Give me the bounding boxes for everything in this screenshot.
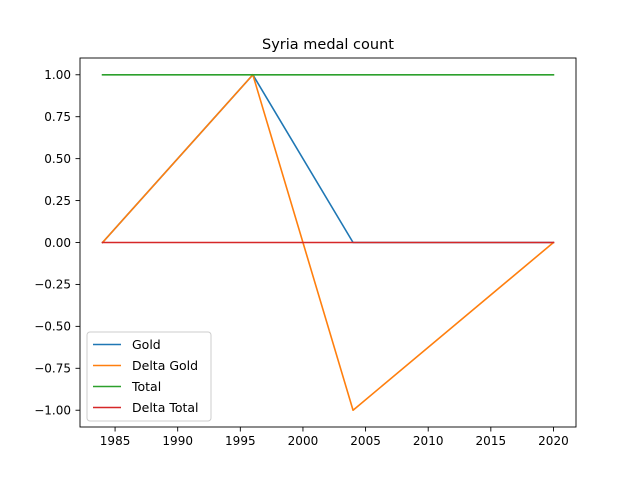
- x-tick-label: 2015: [476, 434, 507, 448]
- axes-layer: 1985 1990 1995 2000 2005 2010 2015 2020 1.00 0.75…: [34, 57, 577, 448]
- series-layer: [101, 73, 555, 412]
- legend-label-delta-gold: Delta Gold: [132, 358, 198, 373]
- legend: Gold Delta Gold Total Delta Total: [86, 331, 212, 422]
- y-tick-label: 0.00: [44, 236, 71, 250]
- y-tick-label: −1.00: [34, 404, 71, 418]
- x-tick-label: 2010: [413, 434, 444, 448]
- legend-label-delta-total: Delta Total: [132, 400, 199, 415]
- x-tick-label: 1990: [162, 434, 193, 448]
- y-tick-label: −0.50: [34, 320, 71, 334]
- legend-box: [86, 331, 212, 422]
- y-tick-label: −0.75: [34, 362, 71, 376]
- y-tick-label: −0.25: [34, 278, 71, 292]
- chart-title: Syria medal count: [262, 37, 394, 53]
- y-tick-label: 0.75: [44, 110, 71, 124]
- series-line-gold: [101, 73, 555, 244]
- legend-label-total: Total: [131, 379, 161, 394]
- x-tick-label: 2020: [538, 434, 569, 448]
- y-tick-label: 0.50: [44, 152, 71, 166]
- y-tick-label: 0.25: [44, 194, 71, 208]
- legend-label-gold: Gold: [132, 337, 161, 352]
- x-tick-label: 2005: [350, 434, 381, 448]
- x-tick-label: 1995: [225, 434, 256, 448]
- x-tick-label: 1985: [100, 434, 131, 448]
- y-tick-label: 1.00: [44, 68, 71, 82]
- x-tick-label: 2000: [288, 434, 319, 448]
